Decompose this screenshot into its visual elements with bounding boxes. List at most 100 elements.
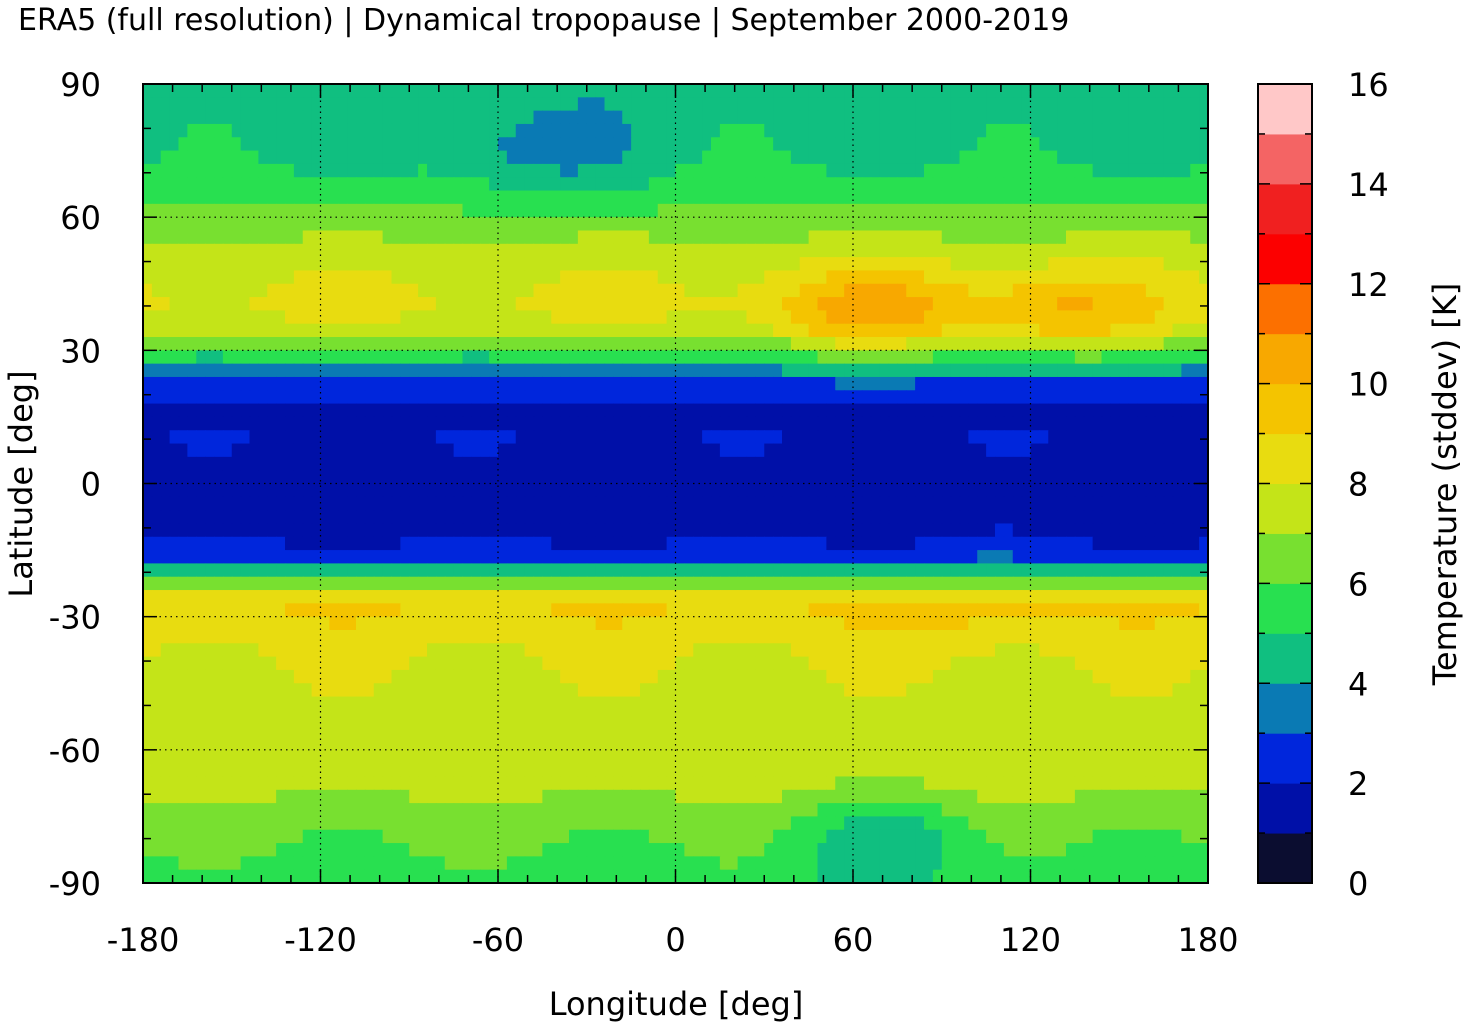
heatmap-cell [782, 616, 792, 631]
heatmap-cell [1057, 243, 1067, 258]
heatmap-cell [826, 403, 836, 418]
heatmap-cell [373, 470, 384, 485]
heatmap-cell [320, 616, 330, 631]
heatmap-cell [214, 297, 224, 311]
heatmap-cell [728, 217, 739, 232]
heatmap-cell [524, 616, 535, 631]
heatmap-cell [782, 496, 792, 511]
heatmap-cell [1074, 150, 1085, 165]
heatmap-cell [222, 603, 233, 618]
heatmap-cell [364, 203, 375, 218]
heatmap-cell [293, 177, 304, 192]
heatmap-cell [657, 283, 668, 298]
heatmap-cell [356, 430, 366, 445]
heatmap-cell [542, 177, 552, 192]
heatmap-cell [143, 297, 153, 311]
heatmap-cell [151, 430, 162, 445]
heatmap-cell [808, 456, 819, 471]
heatmap-cell [276, 84, 286, 98]
heatmap-cell [808, 270, 819, 285]
heatmap-cell [622, 150, 632, 165]
heatmap-cell [1066, 483, 1076, 498]
heatmap-cell [1003, 84, 1014, 98]
heatmap-cell [480, 496, 490, 511]
heatmap-cell [817, 350, 827, 365]
heatmap-cell [1190, 337, 1200, 351]
heatmap-cell [782, 483, 792, 498]
heatmap-cell [853, 350, 863, 365]
heatmap-cell [1101, 443, 1111, 458]
heatmap-cell [498, 470, 508, 485]
heatmap-cell [169, 576, 180, 591]
heatmap-cell [959, 97, 969, 112]
heatmap-cell [285, 217, 295, 232]
heatmap-cell [311, 523, 322, 538]
heatmap-cell [249, 217, 259, 232]
heatmap-cell [1083, 150, 1094, 165]
heatmap-cell [391, 257, 401, 272]
heatmap-cell [604, 496, 614, 511]
heatmap-cell [622, 230, 632, 245]
heatmap-cell [364, 563, 375, 578]
heatmap-cell [1003, 523, 1014, 538]
heatmap-cell [666, 550, 677, 564]
heatmap-cell [1119, 590, 1129, 604]
heatmap-cell [471, 217, 481, 232]
heatmap-cell [719, 496, 730, 511]
heatmap-cell [835, 297, 845, 311]
heatmap-cell [897, 84, 907, 98]
heatmap-cell [1048, 496, 1058, 511]
heatmap-cell [1199, 603, 1209, 618]
heatmap-cell [604, 297, 614, 311]
heatmap-cell [657, 137, 668, 152]
heatmap-cell [702, 243, 712, 258]
heatmap-cell [231, 363, 242, 378]
heatmap-cell [675, 363, 685, 378]
heatmap-cell [196, 203, 206, 218]
heatmap-cell [480, 576, 490, 591]
heatmap-cell [799, 137, 810, 152]
heatmap-cell [755, 496, 765, 511]
heatmap-cell [560, 483, 570, 498]
heatmap-cell [427, 443, 437, 458]
heatmap-cell [471, 270, 481, 285]
heatmap-cell [737, 416, 748, 431]
heatmap-cell [453, 283, 464, 298]
heatmap-cell [826, 323, 836, 338]
heatmap-cell [755, 123, 765, 138]
heatmap-cell [995, 283, 1005, 298]
heatmap-cell [1163, 137, 1174, 152]
heatmap-cell [542, 376, 552, 391]
heatmap-cell [924, 203, 934, 218]
heatmap-cell [995, 576, 1005, 591]
heatmap-cell [817, 203, 827, 218]
heatmap-cell [968, 483, 978, 498]
heatmap-cell [666, 137, 677, 152]
heatmap-cell [1172, 283, 1182, 298]
heatmap-cell [631, 84, 641, 98]
heatmap-cell [409, 337, 419, 351]
heatmap-cell [151, 350, 162, 365]
heatmap-cell [471, 550, 481, 564]
heatmap-cell [515, 84, 526, 98]
heatmap-cell [1012, 163, 1023, 178]
heatmap-cell [888, 230, 898, 245]
heatmap-cell [205, 536, 215, 551]
heatmap-cell [764, 576, 774, 591]
heatmap-cell [320, 110, 330, 125]
heatmap-cell [1003, 337, 1014, 351]
heatmap-cell [1163, 270, 1174, 285]
heatmap-cell [808, 430, 819, 445]
heatmap-cell [533, 150, 543, 165]
heatmap-cell [799, 123, 810, 138]
heatmap-cell [418, 230, 428, 245]
heatmap-cell [1190, 297, 1200, 311]
heatmap-cell [977, 257, 987, 272]
heatmap-cell [196, 456, 206, 471]
heatmap-cell [338, 283, 348, 298]
heatmap-cell [506, 403, 517, 418]
heatmap-cell [702, 603, 712, 618]
heatmap-cell [684, 523, 694, 538]
heatmap-cell [373, 203, 384, 218]
heatmap-cell [950, 376, 961, 391]
